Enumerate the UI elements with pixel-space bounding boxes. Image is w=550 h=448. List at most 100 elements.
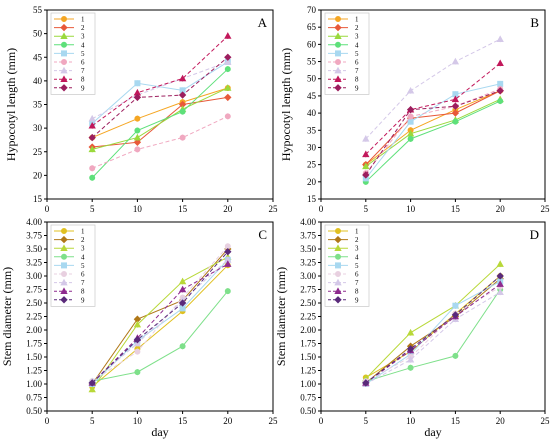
- y-tick-label: 3.25: [300, 258, 316, 268]
- data-point: [496, 288, 504, 295]
- panel-letter: B: [530, 15, 539, 30]
- y-tick-label: 1.50: [300, 352, 316, 362]
- y-axis-label: Hypocotyl length (mm): [279, 48, 293, 161]
- legend-item: 3: [328, 244, 359, 253]
- legend-item: 7: [54, 66, 85, 75]
- data-point: [133, 93, 142, 102]
- legend-item: 6: [328, 59, 359, 67]
- x-tick-label: 10: [406, 416, 416, 426]
- series-line: [91, 61, 228, 120]
- data-point: [407, 135, 414, 142]
- legend-item: 9: [54, 84, 85, 92]
- panel-d: 0 5 10 15 20 250.500.751.001.251.501.752.002.…: [274, 217, 550, 439]
- data-point: [179, 108, 186, 115]
- series-line: [91, 251, 229, 384]
- x-tick-label: 20: [496, 416, 506, 426]
- legend-marker: [334, 244, 342, 251]
- legend-label: 3: [355, 33, 359, 41]
- legend-item: 8: [328, 75, 359, 84]
- data-point: [178, 74, 187, 82]
- panel-letter: C: [258, 227, 267, 242]
- data-point: [133, 133, 142, 141]
- panel-letter: A: [258, 15, 268, 30]
- data-point: [134, 115, 141, 122]
- legend-marker: [334, 270, 341, 277]
- legend-item: 3: [328, 32, 359, 41]
- y-tick-label: 35: [33, 100, 43, 110]
- data-point: [224, 288, 231, 295]
- series-line: [365, 263, 501, 379]
- legend-item: 2: [328, 23, 359, 32]
- legend-label: 6: [81, 59, 85, 67]
- data-point: [134, 80, 141, 87]
- y-tick-label: 3.75: [300, 231, 316, 241]
- legend-item: 8: [328, 287, 359, 296]
- legend-label: 1: [81, 16, 85, 24]
- data-point: [497, 98, 504, 105]
- legend-item: 3: [54, 32, 85, 41]
- x-tick-label: 25: [269, 204, 279, 214]
- y-tick-label: 2.75: [300, 285, 316, 295]
- y-axis-label: Stem diameter (mm): [0, 267, 14, 366]
- y-tick-label: 3.50: [300, 244, 316, 254]
- series-4: [362, 98, 504, 185]
- series-line: [365, 90, 501, 176]
- data-point: [451, 102, 460, 110]
- y-tick-label: 30: [33, 123, 43, 133]
- legend-item: 5: [54, 262, 85, 270]
- legend-marker: [61, 59, 68, 66]
- series-9: [88, 248, 232, 387]
- y-tick-label: 35: [307, 125, 317, 135]
- x-tick-label: 0: [319, 416, 324, 426]
- x-tick-label: 5: [364, 416, 369, 426]
- y-tick-label: 15: [33, 194, 43, 204]
- panel-letter: D: [530, 227, 539, 242]
- data-point: [179, 343, 186, 350]
- x-tick-label: 15: [451, 416, 461, 426]
- y-tick-label: 55: [307, 57, 317, 67]
- data-point: [406, 86, 415, 94]
- data-point: [496, 87, 504, 95]
- legend-marker: [334, 278, 342, 286]
- legend-label: 8: [355, 76, 359, 84]
- y-tick-label: 20: [307, 177, 317, 187]
- legend-label: 6: [81, 271, 85, 279]
- data-point: [452, 118, 459, 125]
- series-line: [365, 62, 501, 155]
- legend-item: 7: [328, 66, 359, 75]
- legend-label: 4: [81, 41, 85, 49]
- legend-marker: [334, 287, 342, 294]
- legend-label: 5: [355, 50, 359, 58]
- series-line: [365, 38, 501, 140]
- data-point: [362, 150, 370, 158]
- y-tick-label: 1.75: [26, 339, 42, 349]
- legend-marker: [61, 270, 68, 277]
- x-tick-label: 5: [364, 204, 369, 214]
- legend-label: 7: [355, 279, 359, 287]
- legend-marker: [334, 296, 342, 304]
- legend-item: 9: [328, 296, 359, 304]
- legend-item: 9: [328, 84, 359, 92]
- data-point: [406, 355, 415, 363]
- y-tick-label: 25: [33, 147, 43, 157]
- series-line: [365, 275, 501, 384]
- data-point: [224, 93, 232, 102]
- x-axis-label: day: [151, 425, 168, 439]
- y-tick-label: 40: [307, 108, 317, 118]
- data-point: [362, 171, 370, 179]
- y-tick-label: 0.75: [26, 393, 42, 403]
- y-tick-label: 30: [307, 142, 317, 152]
- y-tick-label: 0.75: [300, 393, 316, 403]
- legend-marker: [334, 50, 341, 57]
- legend-item: 2: [54, 23, 85, 32]
- x-tick-label: 0: [319, 204, 324, 214]
- legend-label: 3: [81, 245, 85, 253]
- y-tick-label: 0.50: [26, 406, 42, 416]
- y-tick-label: 3.75: [26, 231, 42, 241]
- x-tick-label: 25: [541, 416, 550, 426]
- y-tick-label: 3.50: [26, 244, 42, 254]
- x-tick-label: 20: [496, 204, 506, 214]
